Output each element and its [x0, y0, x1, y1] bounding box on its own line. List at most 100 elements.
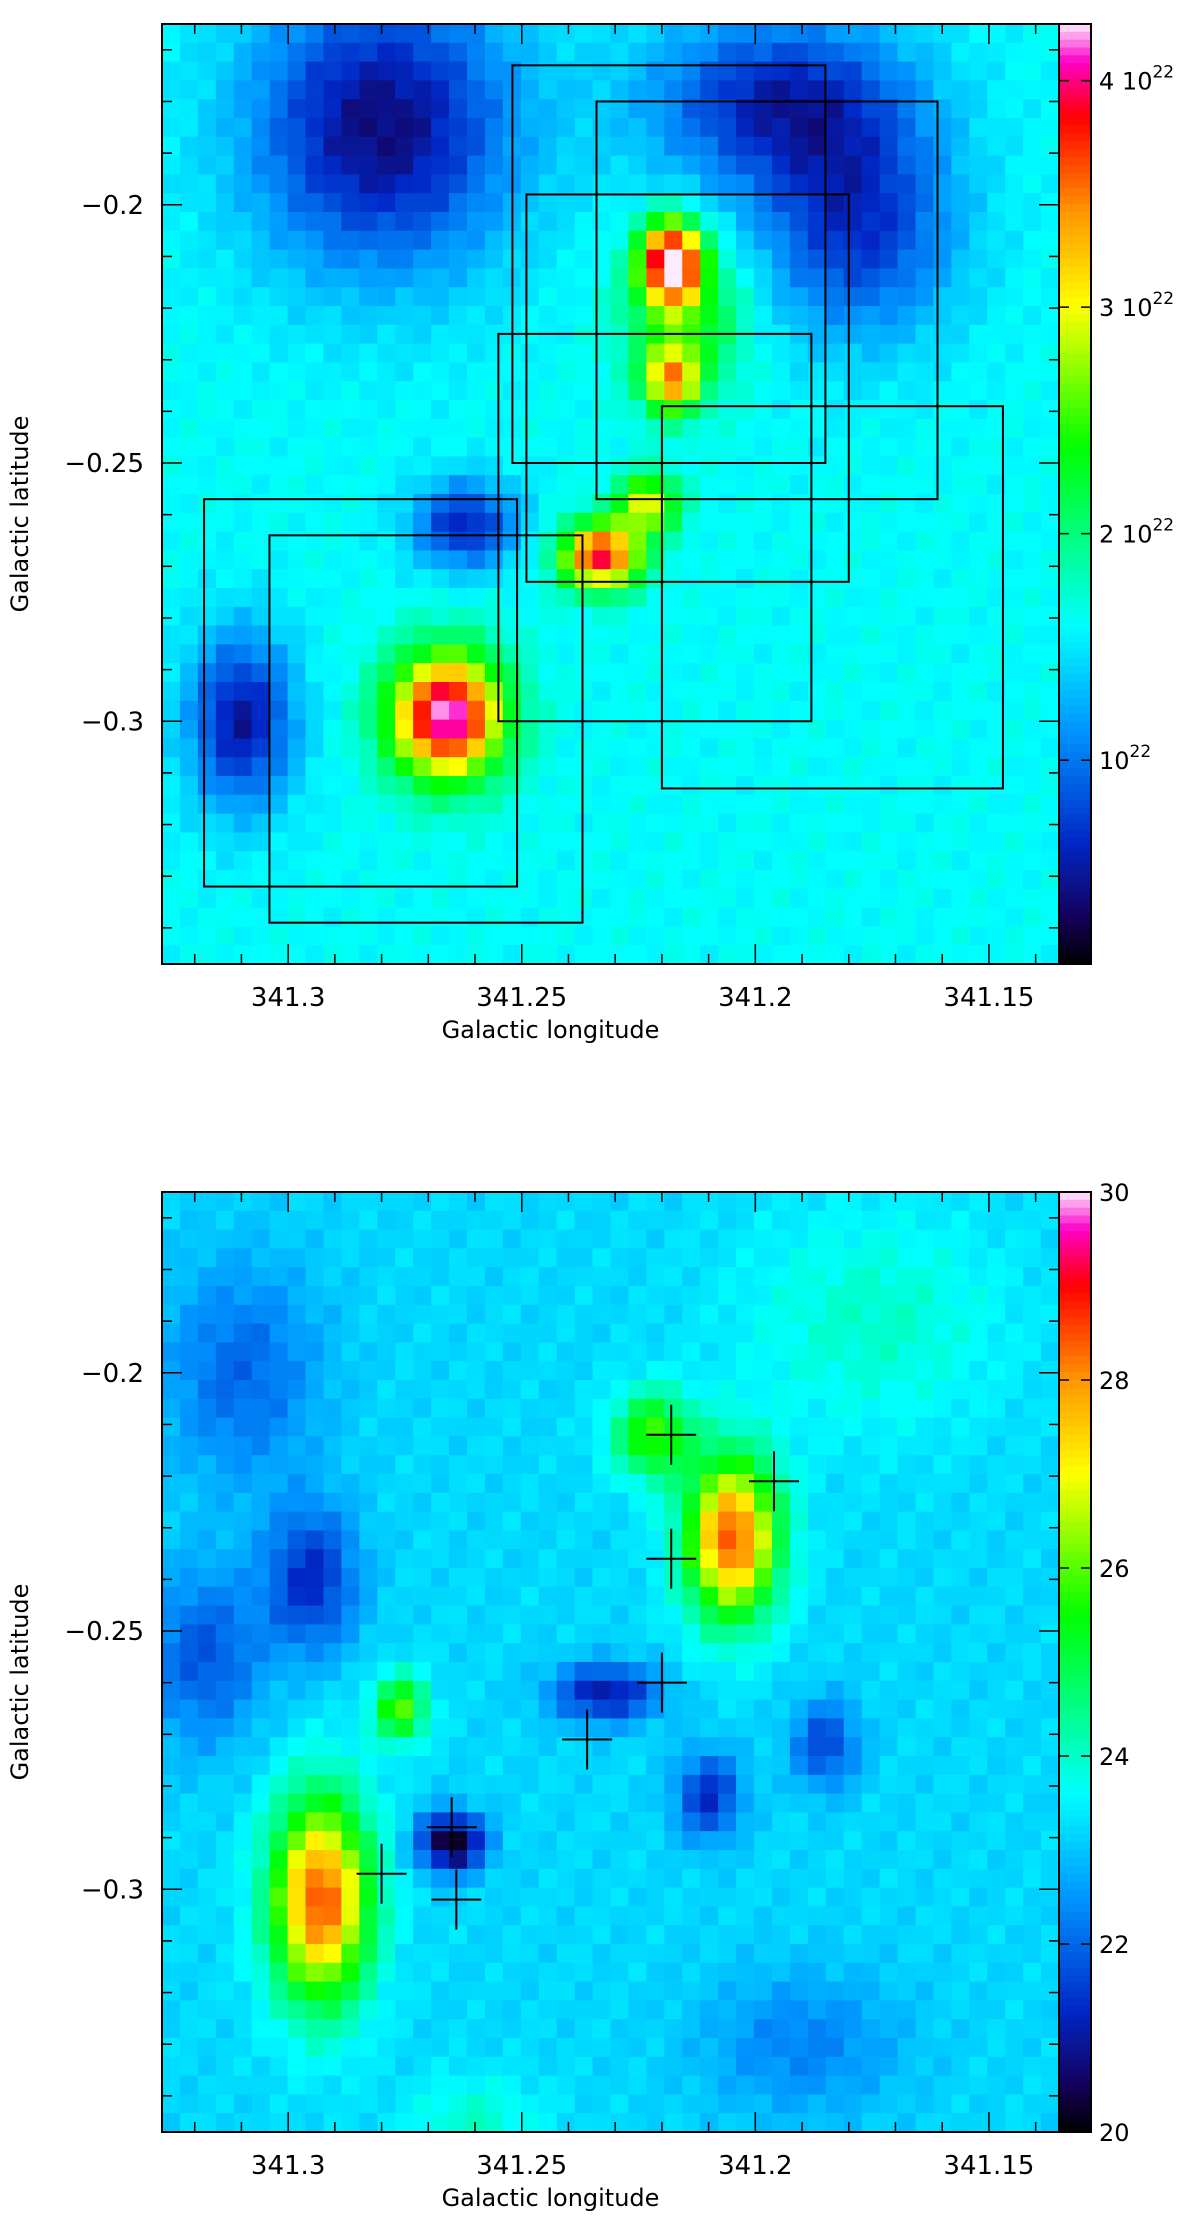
heatmap-cell: [574, 1210, 594, 1231]
heatmap-cell: [413, 870, 432, 890]
heatmap-cell: [1005, 851, 1024, 871]
heatmap-cell: [449, 1380, 468, 1400]
heatmap-cell: [1005, 625, 1024, 645]
heatmap-cell: [951, 1210, 970, 1231]
heatmap-cell: [484, 945, 504, 965]
heatmap-cell: [162, 437, 181, 457]
heatmap-cell: [682, 136, 701, 157]
heatmap-cell: [879, 682, 899, 702]
heatmap-cell: [287, 813, 307, 833]
heatmap-cell: [359, 1624, 378, 1644]
heatmap-cell: [449, 663, 468, 683]
heatmap-cell: [915, 719, 935, 739]
heatmap-cell: [646, 1436, 665, 1456]
heatmap-cell: [233, 2019, 253, 2039]
heatmap-cell: [897, 1793, 917, 1813]
heatmap-cell: [305, 813, 325, 833]
heatmap-cell: [754, 24, 773, 44]
heatmap-cell: [538, 456, 558, 476]
heatmap-cell: [215, 42, 235, 63]
heatmap-cell: [466, 1210, 486, 1231]
heatmap-cell: [861, 888, 881, 909]
heatmap-cell: [359, 1398, 378, 1419]
heatmap-cell: [377, 1586, 396, 1607]
heatmap-cell: [861, 907, 881, 927]
heatmap-cell: [556, 1455, 576, 1475]
heatmap-cell: [843, 475, 863, 495]
heatmap-cell: [987, 588, 1006, 608]
heatmap-cell: [771, 1605, 791, 1625]
heatmap-cell: [754, 1549, 773, 1569]
heatmap-cell: [413, 945, 432, 965]
heatmap-cell: [592, 757, 612, 777]
heatmap-cell: [413, 2000, 432, 2020]
heatmap-cell: [233, 475, 253, 495]
heatmap-cell: [502, 851, 522, 871]
heatmap-cell: [431, 306, 450, 326]
heatmap-cell: [251, 1906, 271, 1926]
colorbar-segment: [1059, 541, 1091, 550]
heatmap-cell: [807, 343, 827, 363]
heatmap-cell: [395, 851, 414, 871]
heatmap-cell: [449, 832, 468, 852]
heatmap-cell: [233, 1906, 253, 1926]
heatmap-cell: [807, 1229, 827, 1249]
heatmap-cell: [897, 1868, 917, 1889]
heatmap-cell: [807, 832, 827, 852]
heatmap-cell: [718, 870, 737, 890]
heatmap-cell: [538, 1906, 558, 1926]
heatmap-cell: [664, 1962, 683, 1983]
heatmap-cell: [162, 776, 181, 796]
heatmap-cell: [879, 1474, 899, 1494]
heatmap-cell: [897, 870, 917, 890]
heatmap-cell: [215, 362, 235, 382]
heatmap-cell: [197, 794, 217, 815]
heatmap-cell: [718, 1831, 737, 1851]
heatmap-cell: [269, 61, 289, 81]
heatmap-cell: [754, 1267, 773, 1287]
heatmap-cell: [825, 1962, 845, 1983]
heatmap-cell: [574, 1643, 594, 1663]
heatmap-cell: [592, 1436, 612, 1456]
heatmap-cell: [466, 813, 486, 833]
heatmap-cell: [287, 2000, 307, 2020]
heatmap-cell: [807, 1680, 827, 1701]
heatmap-cell: [682, 663, 701, 683]
heatmap-cell: [1023, 945, 1042, 965]
heatmap-cell: [700, 1342, 719, 1362]
heatmap-cell: [287, 719, 307, 739]
heatmap-cell: [592, 644, 612, 664]
heatmap-cell: [233, 136, 253, 157]
heatmap-cell: [233, 287, 253, 307]
heatmap-cell: [1023, 418, 1042, 439]
heatmap-cell: [484, 1398, 504, 1419]
heatmap-cell: [466, 1229, 486, 1249]
heatmap-cell: [341, 719, 360, 739]
heatmap-cell: [771, 1342, 791, 1362]
heatmap-cell: [359, 945, 378, 965]
heatmap-cell: [969, 99, 988, 119]
heatmap-cell: [628, 193, 647, 213]
heatmap-cell: [933, 870, 952, 890]
heatmap-cell: [969, 1398, 988, 1419]
heatmap-cell: [825, 2075, 845, 2095]
heatmap-cell: [754, 757, 773, 777]
heatmap-cell: [574, 1605, 594, 1625]
heatmap-cell: [700, 1925, 719, 1945]
heatmap-cell: [431, 1417, 450, 1437]
heatmap-cell: [377, 1868, 396, 1889]
heatmap-cell: [933, 1831, 952, 1851]
heatmap-cell: [269, 1267, 289, 1287]
heatmap-cell: [807, 1474, 827, 1494]
heatmap-cell: [646, 813, 665, 833]
heatmap-cell: [305, 418, 325, 439]
heatmap-cell: [646, 1962, 665, 1983]
heatmap-cell: [664, 1850, 683, 1870]
heatmap-cell: [233, 1737, 253, 1757]
heatmap-cell: [574, 1680, 594, 1701]
heatmap-cell: [556, 249, 576, 269]
heatmap-cell: [610, 1474, 630, 1494]
heatmap-cell: [377, 136, 396, 157]
heatmap-cell: [538, 287, 558, 307]
heatmap-cell: [466, 1699, 486, 1719]
